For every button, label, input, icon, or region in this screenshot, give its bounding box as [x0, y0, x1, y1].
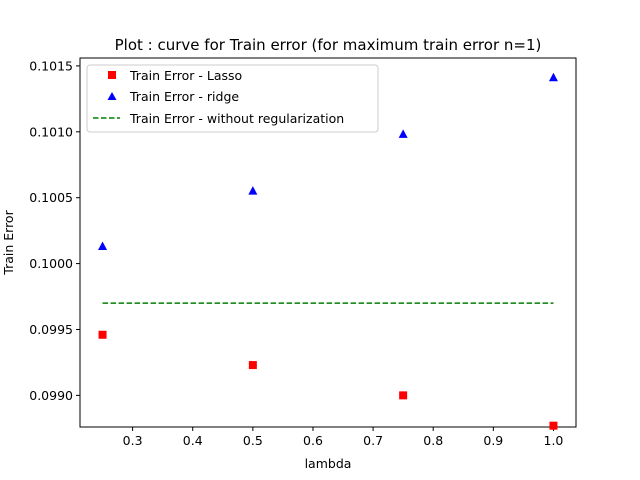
y-axis-label: Train Error [1, 209, 16, 275]
data-point-lasso [248, 361, 257, 370]
plot-area [79, 57, 577, 428]
chart-title: Plot : curve for Train error (for maximu… [115, 36, 542, 54]
x-tick-label: 0.6 [303, 433, 323, 448]
y-tick-label: 0.0990 [29, 388, 73, 403]
y-tick-label: 0.1005 [29, 190, 73, 205]
legend-label-lasso: Train Error - Lasso [129, 68, 242, 83]
legend: Train Error - Lasso Train Error - ridge … [86, 64, 379, 133]
y-tick-label: 0.1000 [29, 256, 73, 271]
legend-marker-ridge [107, 92, 117, 100]
y-axis: 0.0990 0.0995 0.1000 0.1005 0.1010 0.1015 [29, 58, 80, 403]
x-tick-label: 0.3 [123, 433, 143, 448]
axes-frame [79, 57, 577, 428]
y-tick-label: 0.1010 [29, 124, 73, 139]
legend-label-baseline: Train Error - without regularization [129, 111, 344, 126]
x-tick-label: 0.4 [183, 433, 203, 448]
legend-label-ridge: Train Error - ridge [129, 89, 239, 104]
data-point-lasso [549, 421, 558, 430]
data-point-ridge [248, 186, 258, 195]
data-point-lasso [399, 391, 408, 400]
x-tick-label: 0.8 [423, 433, 443, 448]
data-point-ridge [98, 241, 108, 250]
data-point-ridge [548, 72, 558, 82]
y-tick-label: 0.0995 [29, 322, 73, 337]
x-tick-label: 0.7 [363, 433, 383, 448]
x-tick-label: 0.5 [243, 433, 263, 448]
y-tick-label: 0.1015 [29, 58, 73, 73]
x-tick-label: 1.0 [544, 433, 564, 448]
legend-box [86, 64, 379, 133]
data-marks [98, 72, 558, 430]
x-tick-label: 0.9 [483, 433, 503, 448]
x-axis-label: lambda [305, 456, 352, 471]
legend-marker-lasso [108, 71, 116, 79]
data-point-ridge [398, 129, 408, 138]
data-point-lasso [98, 330, 107, 339]
x-axis: 0.3 0.4 0.5 0.6 0.7 0.8 0.9 1.0 [123, 427, 564, 448]
